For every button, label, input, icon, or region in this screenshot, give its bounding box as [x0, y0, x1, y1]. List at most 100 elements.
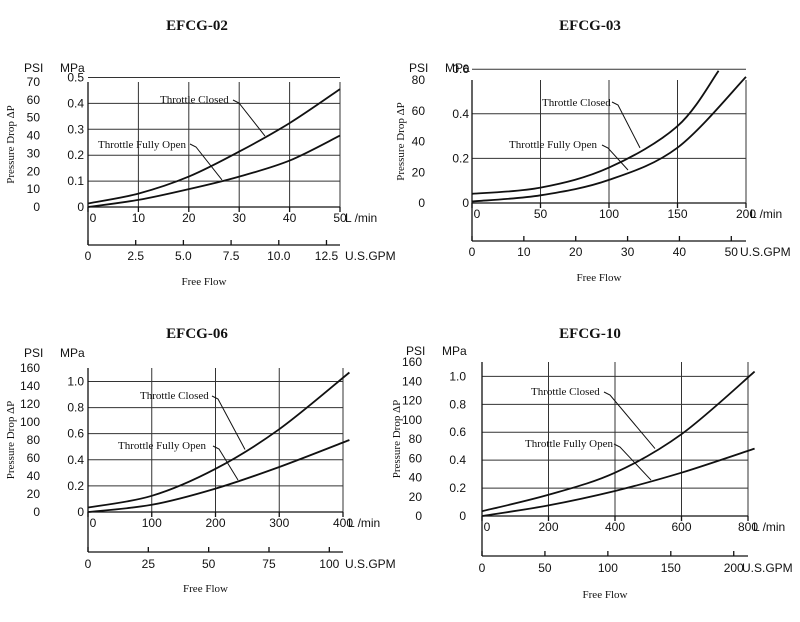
psi-tick-label: 160	[20, 361, 40, 375]
x-tick-label: 40	[283, 211, 297, 225]
mpa-tick-label: 1.0	[67, 374, 84, 388]
x-tick-label: 100	[142, 516, 162, 530]
throttle-open-leader	[212, 445, 239, 481]
psi-tick-label: 40	[27, 129, 41, 143]
x-axis-title: Free Flow	[183, 583, 228, 595]
x-tick-label: 0	[90, 516, 97, 530]
psi-unit-label: PSI	[24, 61, 43, 75]
mpa-tick-label: 0.2	[67, 479, 84, 493]
psi-tick-label: 60	[409, 451, 423, 465]
gpm-unit-label: U.S.GPM	[345, 557, 396, 571]
gpm-tick-label: 7.5	[223, 249, 240, 263]
psi-tick-label: 100	[402, 413, 422, 427]
throttle-closed-curve	[87, 371, 350, 509]
psi-tick-label: 60	[27, 93, 41, 107]
psi-tick-label: 10	[27, 182, 41, 196]
psi-tick-label: 50	[27, 111, 41, 125]
throttle-open-label: Throttle Fully Open	[98, 139, 186, 151]
x-tick-label: 50	[534, 207, 548, 221]
throttle-open-curve	[481, 447, 755, 517]
psi-tick-label: 120	[20, 397, 40, 411]
throttle-open-leader	[613, 443, 652, 481]
gpm-tick-label: 2.5	[127, 249, 144, 263]
chart-title: EFCG-10	[559, 326, 621, 342]
flow-unit-label: L /min	[750, 207, 782, 221]
psi-tick-label: 160	[402, 355, 422, 369]
mpa-tick-label: 1.0	[449, 369, 466, 383]
chart-title: EFCG-03	[559, 18, 621, 34]
mpa-tick-label: 0.5	[67, 71, 84, 85]
throttle-open-curve	[471, 76, 747, 203]
mpa-tick-label: 0.4	[67, 453, 84, 467]
gpm-tick-label: 100	[319, 557, 339, 571]
psi-tick-label: 40	[412, 135, 426, 149]
gpm-tick-label: 10	[517, 245, 531, 259]
psi-tick-label: 80	[27, 433, 41, 447]
gpm-tick-label: 20	[569, 245, 583, 259]
psi-tick-label: 20	[412, 165, 426, 179]
gpm-tick-label: 25	[142, 557, 156, 571]
gpm-tick-label: 100	[598, 561, 618, 575]
x-tick-label: 150	[667, 207, 687, 221]
mpa-tick-label: 0.6	[452, 62, 469, 76]
psi-tick-label: 0	[415, 509, 422, 523]
psi-tick-label: 60	[27, 451, 41, 465]
x-axis-title: Free Flow	[182, 276, 227, 288]
throttle-open-curve	[87, 439, 350, 513]
psi-tick-label: 0	[33, 200, 40, 214]
psi-tick-label: 0	[418, 196, 425, 210]
gpm-tick-label: 0	[479, 561, 486, 575]
mpa-tick-label: 0.2	[452, 151, 469, 165]
psi-tick-label: 80	[412, 73, 426, 87]
throttle-open-leader	[189, 143, 223, 181]
mpa-tick-label: 0	[77, 200, 84, 214]
psi-unit-label: PSI	[409, 61, 428, 75]
throttle-closed-leader	[211, 395, 246, 450]
throttle-closed-curve	[471, 70, 720, 195]
psi-tick-label: 20	[27, 487, 41, 501]
throttle-closed-label: Throttle Closed	[140, 390, 209, 402]
psi-unit-label: PSI	[24, 346, 43, 360]
psi-tick-label: 30	[27, 146, 41, 160]
psi-tick-label: 120	[402, 394, 422, 408]
psi-tick-label: 0	[33, 505, 40, 519]
gpm-unit-label: U.S.GPM	[742, 561, 793, 575]
throttle-closed-curve	[87, 88, 341, 205]
throttle-closed-label: Throttle Closed	[531, 386, 600, 398]
mpa-tick-label: 0.6	[67, 427, 84, 441]
x-tick-label: 300	[269, 516, 289, 530]
throttle-open-curve	[87, 134, 341, 208]
throttle-open-leader	[601, 144, 629, 171]
psi-tick-label: 60	[412, 104, 426, 118]
x-tick-label: 0	[474, 207, 481, 221]
throttle-closed-leader	[603, 391, 656, 449]
psi-tick-label: 140	[402, 374, 422, 388]
x-tick-label: 800	[738, 520, 758, 534]
mpa-tick-label: 0.2	[449, 481, 466, 495]
mpa-tick-label: 0.6	[449, 425, 466, 439]
psi-tick-label: 80	[409, 432, 423, 446]
gpm-tick-label: 40	[673, 245, 687, 259]
x-tick-label: 200	[205, 516, 225, 530]
gpm-unit-label: U.S.GPM	[740, 245, 791, 259]
mpa-tick-label: 0.8	[67, 401, 84, 415]
throttle-closed-label: Throttle Closed	[160, 94, 229, 106]
psi-tick-label: 40	[27, 469, 41, 483]
mpa-tick-label: 0.2	[67, 148, 84, 162]
throttle-closed-leader	[611, 101, 641, 149]
mpa-unit-label: MPa	[442, 344, 467, 358]
mpa-tick-label: 0.4	[67, 96, 84, 110]
x-tick-label: 200	[538, 520, 558, 534]
gpm-tick-label: 5.0	[175, 249, 192, 263]
x-tick-label: 100	[599, 207, 619, 221]
chart-title: EFCG-02	[166, 18, 228, 34]
gpm-tick-label: 0	[85, 249, 92, 263]
x-tick-label: 20	[182, 211, 196, 225]
mpa-tick-label: 0	[459, 509, 466, 523]
throttle-open-label: Throttle Fully Open	[118, 440, 206, 452]
gpm-tick-label: 0	[469, 245, 476, 259]
throttle-open-label: Throttle Fully Open	[509, 139, 597, 151]
